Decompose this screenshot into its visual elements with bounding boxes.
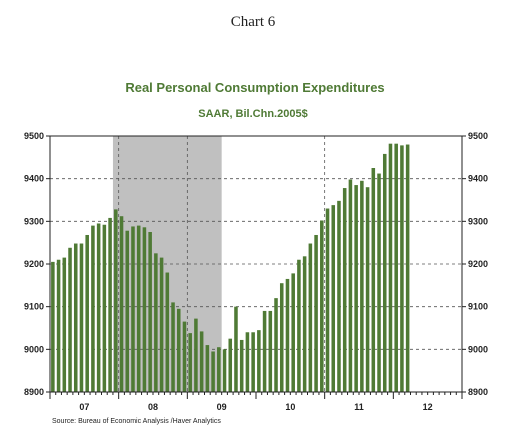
bar <box>211 351 215 392</box>
x-tick-label: 09 <box>217 402 227 412</box>
y-tick-label: 8900 <box>468 387 488 397</box>
bar <box>388 143 393 392</box>
y-axis-left: 8900 9000 9100 9200 9300 9400 9500 <box>24 131 50 397</box>
bar <box>154 253 158 392</box>
bar <box>239 339 244 392</box>
bar <box>125 230 130 392</box>
y-tick-label: 9000 <box>468 344 488 354</box>
bar <box>96 223 101 392</box>
x-axis: 07 08 09 10 11 12 <box>49 392 463 412</box>
bar <box>199 331 204 392</box>
y-tick-label: 9300 <box>24 216 44 226</box>
bar <box>217 347 221 392</box>
bar <box>382 153 387 392</box>
bar <box>268 310 273 392</box>
bar <box>108 217 112 392</box>
bars <box>51 143 410 392</box>
x-tick-label: 08 <box>148 402 158 412</box>
bar <box>337 200 341 392</box>
bar <box>91 225 95 392</box>
bar <box>354 185 358 392</box>
bar <box>314 234 318 392</box>
bar <box>222 349 227 392</box>
bar <box>165 272 170 392</box>
bar <box>85 234 89 392</box>
bar <box>302 256 307 392</box>
bar <box>291 273 295 392</box>
bar <box>371 168 376 392</box>
bar <box>279 283 284 392</box>
bar <box>348 179 353 392</box>
bar <box>159 257 164 392</box>
bar <box>119 216 124 392</box>
bar <box>56 259 61 392</box>
bar <box>251 332 255 392</box>
y-tick-label: 9100 <box>468 302 488 312</box>
bar <box>297 259 301 392</box>
chart-title: Real Personal Consumption Expenditures <box>125 80 384 95</box>
y-tick-label: 9300 <box>468 216 488 226</box>
bar <box>320 220 324 392</box>
bar <box>325 208 330 392</box>
y-tick-label: 9100 <box>24 302 44 312</box>
bar <box>68 247 72 392</box>
y-tick-label: 8900 <box>24 387 44 397</box>
bar <box>394 143 398 392</box>
x-tick-label: 10 <box>285 402 295 412</box>
bar <box>136 225 141 392</box>
y-tick-label: 9500 <box>24 131 44 141</box>
y-tick-label: 9200 <box>24 259 44 269</box>
bar <box>377 173 381 392</box>
bar <box>188 333 192 392</box>
bar <box>182 321 187 392</box>
bar <box>274 298 278 392</box>
bar <box>308 243 313 392</box>
bar <box>131 226 135 392</box>
bar <box>62 257 67 392</box>
y-tick-label: 9200 <box>468 259 488 269</box>
bar <box>400 145 404 392</box>
bar <box>245 332 250 392</box>
chart-subtitle: SAAR, Bil.Chn.2005$ <box>198 108 307 120</box>
x-tick-label: 12 <box>423 402 433 412</box>
bar <box>148 232 152 392</box>
page-title: Chart 6 <box>230 14 276 30</box>
bar <box>102 224 107 392</box>
bar <box>205 345 210 392</box>
bar <box>405 144 410 392</box>
bar <box>142 227 147 392</box>
bar <box>171 302 175 392</box>
bar <box>234 306 238 392</box>
bar <box>257 330 261 392</box>
bar <box>342 188 347 392</box>
bar <box>51 261 55 392</box>
bar <box>73 243 78 392</box>
y-tick-label: 9400 <box>24 174 44 184</box>
y-axis-right: 8900 9000 9100 9200 9300 9400 9500 <box>462 131 488 397</box>
source-note: Source: Bureau of Economic Analysis /Hav… <box>52 418 221 425</box>
bar <box>262 310 267 392</box>
y-tick-label: 9500 <box>468 131 488 141</box>
bar <box>114 209 118 392</box>
x-tick-label: 11 <box>354 402 364 412</box>
gridlines <box>50 136 462 392</box>
bar <box>285 278 290 392</box>
bar <box>360 180 364 392</box>
bar <box>79 243 84 392</box>
bar <box>365 187 370 392</box>
bar <box>331 205 336 392</box>
y-tick-label: 9400 <box>468 174 488 184</box>
bar <box>194 318 198 392</box>
bar <box>228 338 233 392</box>
x-tick-label: 07 <box>79 402 89 412</box>
y-tick-label: 9000 <box>24 344 44 354</box>
bar <box>176 308 181 392</box>
